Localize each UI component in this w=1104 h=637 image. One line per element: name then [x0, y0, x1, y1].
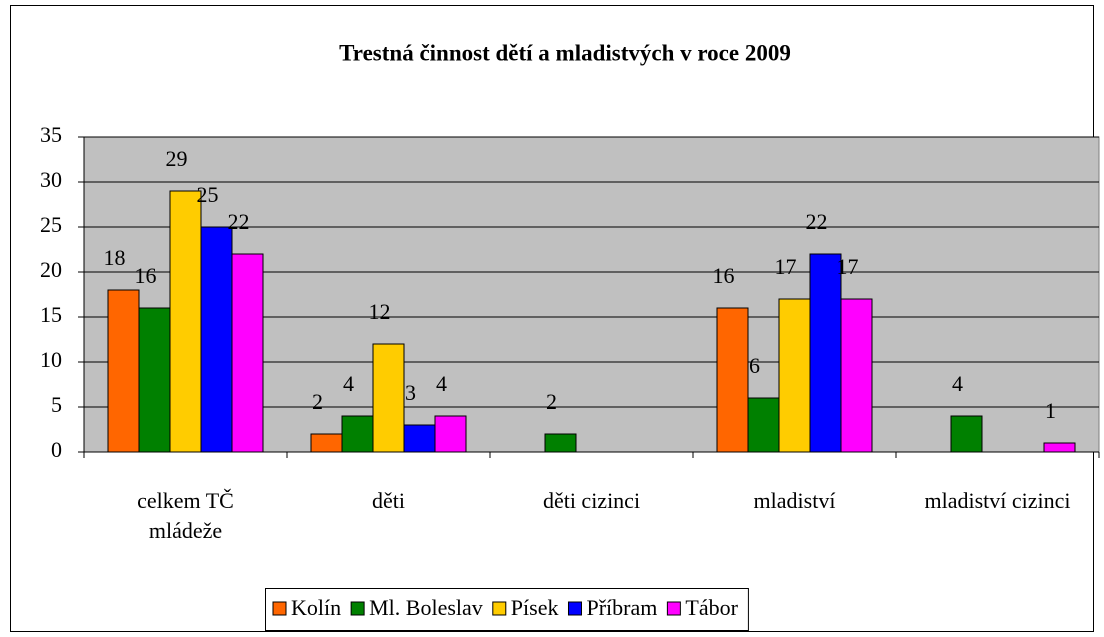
bar [809, 253, 842, 453]
x-tick-label: děti cizinci [542, 488, 641, 513]
data-label: 29 [166, 146, 188, 171]
y-tick-label: 5 [51, 392, 62, 417]
bar [434, 415, 467, 453]
legend-label: Tábor [685, 595, 738, 620]
data-label: 17 [837, 254, 859, 279]
bar [341, 415, 374, 453]
y-tick-label: 20 [40, 257, 62, 282]
y-tick-label: 10 [40, 347, 62, 372]
legend-label: Písek [511, 595, 559, 620]
y-tick-label: 35 [40, 122, 62, 147]
bar [1043, 442, 1076, 453]
data-label: 4 [343, 371, 354, 396]
bar [840, 298, 873, 453]
bar [778, 298, 811, 453]
data-label: 22 [806, 209, 828, 234]
y-tick-label: 25 [40, 212, 62, 237]
data-label: 18 [104, 245, 126, 270]
data-label: 1 [1045, 398, 1056, 423]
data-label: 25 [197, 182, 219, 207]
bar [310, 433, 343, 453]
x-tick-label: děti [372, 488, 405, 513]
y-tick-label: 0 [51, 437, 62, 462]
legend-swatch [492, 601, 507, 616]
data-label: 4 [952, 371, 963, 396]
data-label: 6 [749, 353, 760, 378]
data-label: 2 [546, 389, 557, 414]
x-tick-label: mladiství [753, 488, 836, 513]
y-tick-label: 15 [40, 302, 62, 327]
data-label: 3 [405, 380, 416, 405]
bar [138, 307, 171, 453]
data-label: 16 [135, 263, 157, 288]
legend-swatch [272, 601, 287, 616]
bar [107, 289, 140, 453]
y-tick-label: 30 [40, 167, 62, 192]
data-label: 2 [312, 389, 323, 414]
data-label: 4 [436, 371, 447, 396]
data-label: 16 [713, 263, 735, 288]
legend-swatch [350, 601, 365, 616]
data-label: 17 [775, 254, 797, 279]
legend-swatch [567, 601, 582, 616]
legend-label: Příbram [586, 595, 657, 620]
bar [372, 343, 405, 453]
data-label: 22 [228, 209, 250, 234]
bar [231, 253, 264, 453]
legend-label: Kolín [291, 595, 341, 620]
legend-label: Ml. Boleslav [369, 595, 483, 620]
bar [169, 190, 202, 453]
bar [747, 397, 780, 453]
data-label: 12 [369, 299, 391, 324]
x-tick-label: celkem TČ mládeže [137, 488, 234, 543]
chart-title: Trestná činnost dětí a mladistvých v roc… [339, 40, 791, 65]
bar [544, 433, 577, 453]
bar [716, 307, 749, 453]
bar [403, 424, 436, 453]
x-tick-label: mladiství cizinci [924, 488, 1071, 513]
bar [200, 226, 233, 453]
bar [950, 415, 983, 453]
legend-swatch [666, 601, 681, 616]
